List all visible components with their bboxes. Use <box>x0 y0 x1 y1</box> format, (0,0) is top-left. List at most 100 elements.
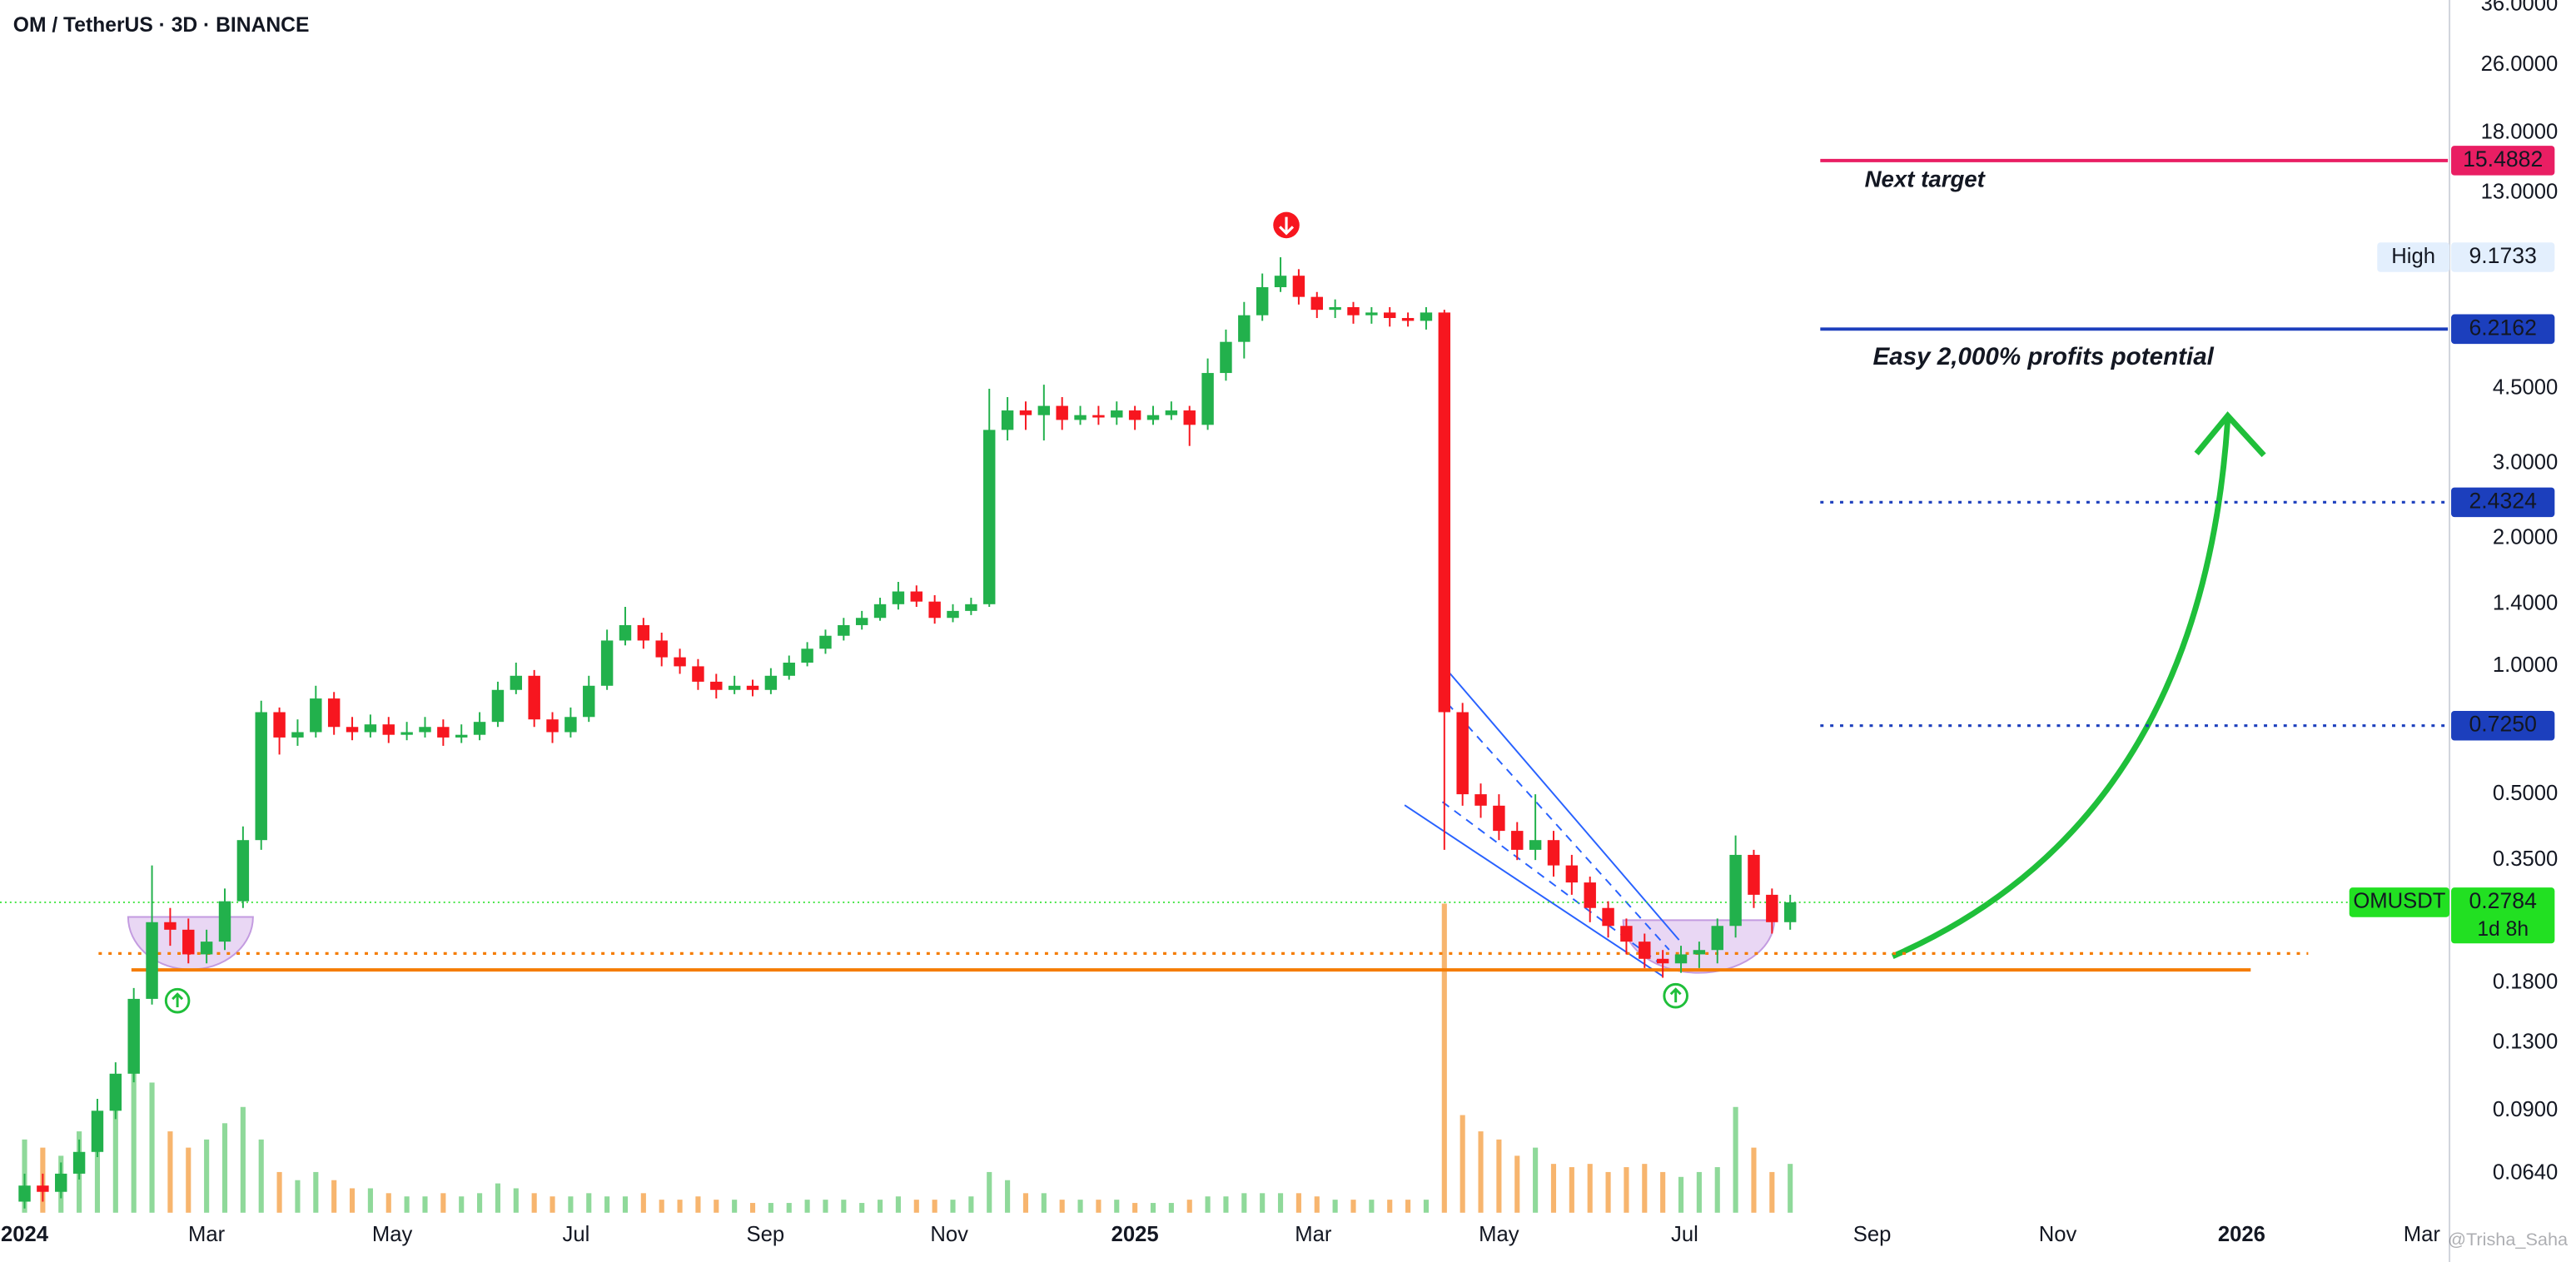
candle-body <box>1529 840 1542 850</box>
volume-bar <box>1587 1164 1593 1213</box>
volume-bar <box>240 1106 246 1213</box>
volume-bar <box>94 1115 101 1213</box>
volume-bar <box>768 1203 773 1213</box>
volume-bar <box>477 1193 483 1213</box>
annotation: Next target <box>1865 166 1987 191</box>
candle-body <box>1056 405 1068 420</box>
wedge-line <box>1404 804 1663 977</box>
candle-body <box>491 689 505 723</box>
x-tick-label: 2024 <box>1 1223 49 1246</box>
volume-bar <box>1168 1203 1174 1213</box>
volume-bar <box>1514 1155 1520 1213</box>
volume-bar <box>1041 1193 1047 1213</box>
x-tick-label: Nov <box>2039 1223 2077 1246</box>
candle-body <box>1565 865 1579 883</box>
candle-body <box>1092 415 1105 418</box>
candle-body <box>1420 312 1433 321</box>
candle-body <box>819 635 832 649</box>
x-tick-label: Mar <box>188 1223 226 1246</box>
volume-bar <box>640 1193 646 1213</box>
candle-body <box>473 722 486 735</box>
volume-bar <box>1569 1167 1574 1213</box>
volume-bar <box>331 1180 337 1213</box>
price-tag: High <box>2391 245 2435 268</box>
volume-bar <box>1714 1167 1720 1213</box>
candle-body <box>838 624 850 636</box>
candle-body <box>91 1110 104 1152</box>
projection-arrow <box>1891 419 2231 960</box>
chart-title: OM / TetherUS · 3D · BINANCE <box>13 14 310 37</box>
volume-bar <box>1205 1196 1211 1213</box>
volume-bar <box>786 1203 792 1213</box>
volume-bar <box>167 1131 173 1213</box>
volume-bar <box>659 1200 664 1213</box>
volume-bar <box>695 1196 701 1213</box>
volume-bar <box>1059 1200 1065 1213</box>
candle-body <box>510 675 523 690</box>
annotation: Easy 2,000% profits potential <box>1872 343 2214 370</box>
volume-bar <box>1605 1171 1611 1213</box>
volume-bar <box>440 1193 446 1213</box>
volume-bar <box>276 1171 282 1213</box>
volume-bar <box>1005 1180 1011 1213</box>
candle-body <box>710 681 723 690</box>
y-tick-label: 0.3500 <box>2493 847 2558 871</box>
buy-signal <box>1663 982 1688 1009</box>
volume-bar <box>1077 1200 1083 1213</box>
candle-body <box>965 604 977 611</box>
candle-body <box>1620 926 1633 942</box>
volume-bar <box>1096 1200 1102 1213</box>
candle-body <box>947 610 959 619</box>
candle-body <box>1474 794 1487 806</box>
candle-body <box>1165 410 1178 415</box>
candle-body <box>1656 958 1669 964</box>
candle-body <box>728 685 741 690</box>
volume-bar <box>1241 1193 1247 1213</box>
candle-body <box>1674 954 1688 964</box>
candle-body <box>327 698 341 728</box>
candle-body <box>1748 854 1760 895</box>
volume-bar <box>586 1193 592 1213</box>
candle-body <box>273 712 286 738</box>
volume-bar <box>1788 1164 1793 1213</box>
candle-body <box>236 840 250 902</box>
price-tag-box <box>2377 242 2450 272</box>
volume-bar <box>186 1147 191 1213</box>
volume-bar <box>513 1188 519 1213</box>
candle-body <box>1019 410 1032 415</box>
candle-body <box>1128 410 1141 420</box>
candle-body <box>18 1185 31 1202</box>
candle-body <box>455 734 468 738</box>
volume-bar <box>1751 1147 1757 1213</box>
x-tick-label: Mar <box>1295 1223 1332 1246</box>
volume-bar <box>1660 1171 1666 1213</box>
price-label: 2.4324 <box>2469 488 2537 513</box>
volume-bar <box>1678 1176 1684 1213</box>
volume-bar <box>1624 1167 1629 1213</box>
candle-body <box>1365 312 1378 316</box>
volume-bar <box>877 1200 883 1213</box>
candle-body <box>1238 315 1251 342</box>
candle-body <box>892 591 905 604</box>
volume-bar <box>149 1082 155 1213</box>
y-tick-label: 36.0000 <box>2481 0 2559 16</box>
volume-bar <box>531 1193 537 1213</box>
volume-bar <box>604 1196 610 1213</box>
volume-bar <box>1405 1200 1411 1213</box>
candle-body <box>910 591 922 602</box>
volume-bar <box>1295 1193 1301 1213</box>
volume-bar <box>714 1200 719 1213</box>
candle-body <box>1220 341 1232 374</box>
volume-bar <box>968 1196 974 1213</box>
volume-bar <box>295 1180 301 1213</box>
candle-body <box>546 719 559 733</box>
price-label-box <box>2451 487 2555 518</box>
arrow-head <box>2194 411 2266 458</box>
candle-body <box>1584 882 1596 908</box>
x-tick-label: Nov <box>930 1223 968 1246</box>
x-tick-label: May <box>372 1223 413 1246</box>
volume-bar <box>1150 1203 1156 1213</box>
volume-bar <box>1022 1193 1029 1213</box>
volume-bar <box>1114 1200 1120 1213</box>
